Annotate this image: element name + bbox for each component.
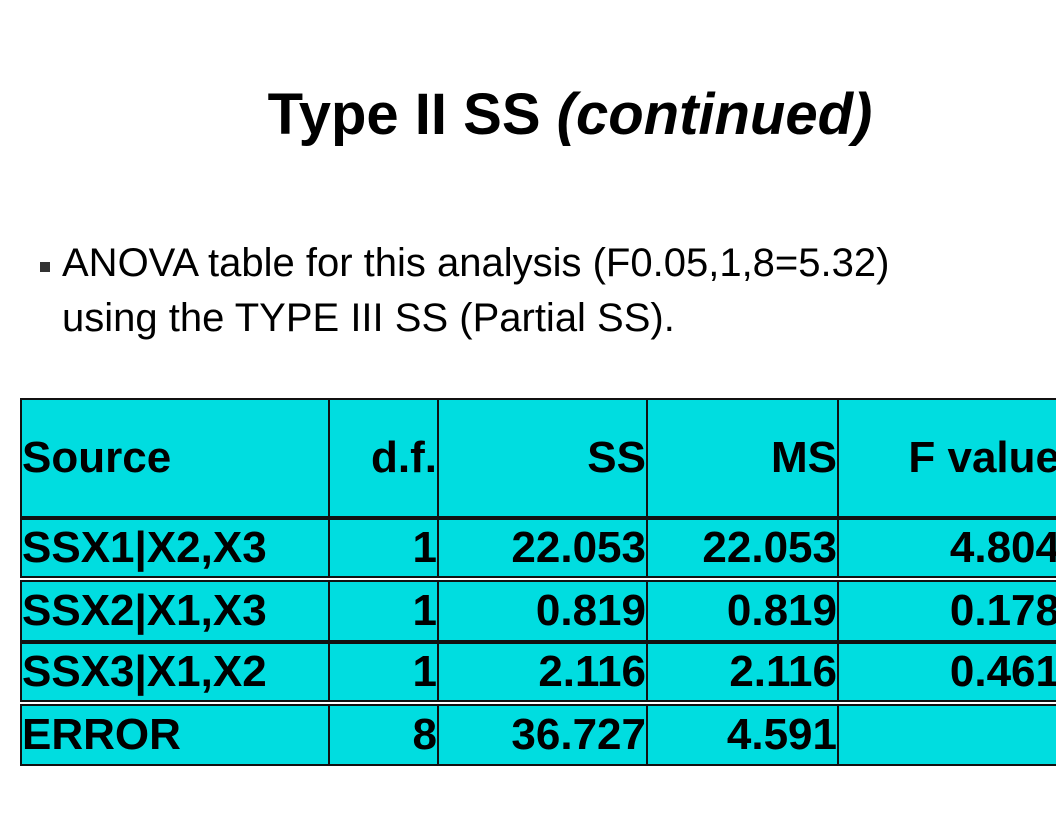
cell-source: SSX3|X1,X2 [20, 644, 328, 700]
table-row: ERROR 8 36.727 4.591 [20, 704, 1056, 766]
slide-title-continued: (continued) [556, 82, 873, 147]
cell-ms: 2.116 [646, 644, 837, 700]
cell-source: SSX1|X2,X3 [20, 520, 328, 576]
cell-ms: 22.053 [646, 520, 837, 576]
cell-df: 1 [328, 582, 437, 640]
cell-ms: 0.819 [646, 582, 837, 640]
bullet-line-2: using the TYPE III SS (Partial SS). [62, 296, 675, 340]
cell-f-value: 4.804 [837, 520, 1056, 576]
cell-f-value: 0.461 [837, 644, 1056, 700]
header-f-value: F value [837, 400, 1056, 516]
cell-ss: 22.053 [437, 520, 646, 576]
table-row: SSX1|X2,X3 1 22.053 22.053 4.804 [20, 518, 1056, 578]
cell-source: SSX2|X1,X3 [20, 582, 328, 640]
slide-title: Type II SS (continued) [0, 80, 1056, 150]
slide-title-main: Type II SS [267, 82, 557, 147]
cell-ss: 0.819 [437, 582, 646, 640]
anova-table: Source d.f. SS MS F value SSX1|X2,X3 1 2… [20, 398, 1056, 766]
bullet-text: ANOVA table for this analysis (F0.05,1,8… [62, 236, 889, 346]
header-ss: SS [437, 400, 646, 516]
table-header-row: Source d.f. SS MS F value [20, 398, 1056, 518]
cell-df: 1 [328, 520, 437, 576]
header-source: Source [20, 400, 328, 516]
header-df: d.f. [328, 400, 437, 516]
table-row: SSX2|X1,X3 1 0.819 0.819 0.178 [20, 580, 1056, 642]
cell-df: 8 [328, 706, 437, 764]
bullet-line-1: ANOVA table for this analysis (F0.05,1,8… [62, 241, 890, 285]
cell-df: 1 [328, 644, 437, 700]
cell-f-value [837, 706, 1056, 764]
cell-source: ERROR [20, 706, 328, 764]
cell-ms: 4.591 [646, 706, 837, 764]
header-ms: MS [646, 400, 837, 516]
bullet-square-icon [40, 262, 50, 272]
table-row: SSX3|X1,X2 1 2.116 2.116 0.461 [20, 642, 1056, 702]
cell-f-value: 0.178 [837, 582, 1056, 640]
cell-ss: 36.727 [437, 706, 646, 764]
cell-ss: 2.116 [437, 644, 646, 700]
